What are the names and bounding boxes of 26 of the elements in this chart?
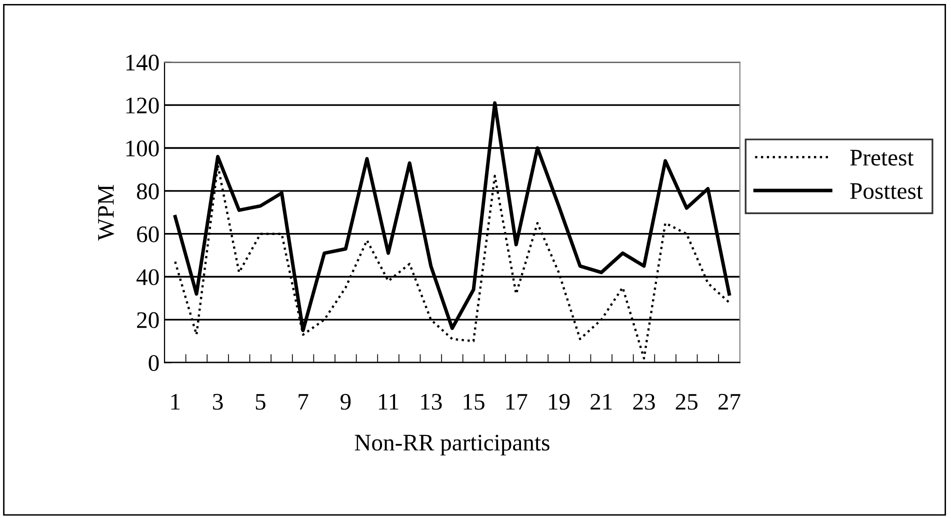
- y-tick-label: 0: [148, 355, 159, 372]
- x-tick-label: 1: [171, 394, 180, 410]
- x-tick-label: 7: [298, 394, 308, 410]
- x-tick-label: 19: [549, 394, 570, 410]
- x-tick-label: 15: [464, 394, 484, 410]
- x-tick-label: 3: [213, 394, 223, 410]
- y-tick-label: 80: [136, 183, 159, 200]
- y-axis-title: WPM: [98, 184, 114, 241]
- x-tick-label: 23: [633, 394, 655, 410]
- y-tick-label: 140: [126, 54, 159, 71]
- x-tick-label: 25: [676, 394, 698, 410]
- y-tick-label: 60: [137, 226, 159, 242]
- y-tick-label: 40: [136, 269, 159, 286]
- x-axis-title: Non-RR participants: [354, 434, 550, 456]
- x-tick-label: 27: [718, 394, 740, 410]
- y-tick-label: 120: [126, 98, 159, 114]
- x-tick-label: 9: [340, 394, 351, 410]
- x-tick-label: 5: [256, 394, 266, 410]
- x-tick-label: 17: [506, 394, 528, 410]
- y-tick-label: 20: [137, 312, 159, 328]
- legend-label: Pretest: [850, 150, 914, 166]
- x-tick-label: 11: [378, 394, 398, 410]
- x-tick-label: 21: [590, 394, 612, 410]
- y-tick-label: 100: [126, 140, 159, 156]
- x-tick-label: 13: [421, 394, 442, 410]
- legend-label: Posttest: [850, 183, 923, 199]
